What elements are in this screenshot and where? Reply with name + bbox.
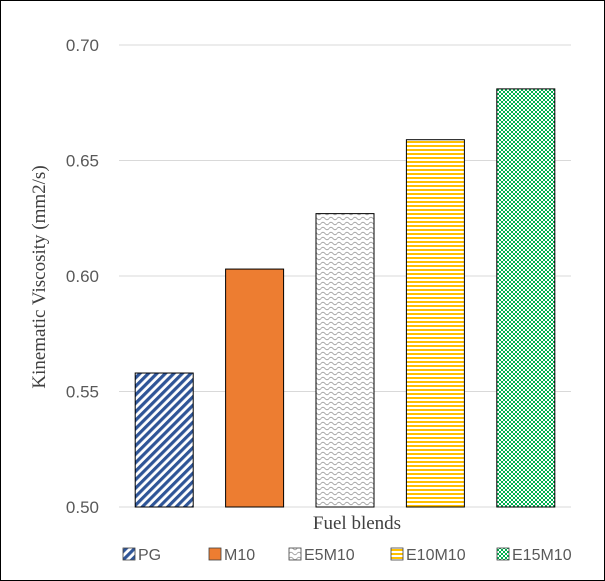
bar-e15m10 xyxy=(496,88,556,508)
legend: PG M10 E5M10 E10M10 E15M10 xyxy=(122,547,572,564)
legend-swatch-m10 xyxy=(208,547,222,561)
legend-label-e15m10: E15M10 xyxy=(512,547,572,564)
legend-label-e5m10: E5M10 xyxy=(304,547,355,564)
y-tick-label: 0.60 xyxy=(66,267,99,286)
y-tick-label: 0.50 xyxy=(66,498,99,517)
bar-m10 xyxy=(225,268,285,508)
legend-swatch-e5m10 xyxy=(288,547,302,561)
bar-e10m10 xyxy=(405,139,465,508)
legend-label-m10: M10 xyxy=(224,547,255,564)
legend-swatch-e15m10 xyxy=(496,547,510,561)
legend-label-e10m10: E10M10 xyxy=(406,547,466,564)
bar-e5m10 xyxy=(315,213,375,508)
y-tick-label: 0.70 xyxy=(66,36,99,55)
x-axis-title: Fuel blends xyxy=(313,513,401,534)
y-tick-label: 0.65 xyxy=(66,152,99,171)
legend-label-pg: PG xyxy=(138,547,161,564)
y-axis-title: Kinematic Viscosity (mm2/s) xyxy=(29,165,50,388)
legend-swatch-pg xyxy=(122,547,136,561)
legend-swatch-e10m10 xyxy=(390,547,404,561)
y-tick-label: 0.55 xyxy=(66,383,99,402)
bar-pg xyxy=(134,372,194,508)
